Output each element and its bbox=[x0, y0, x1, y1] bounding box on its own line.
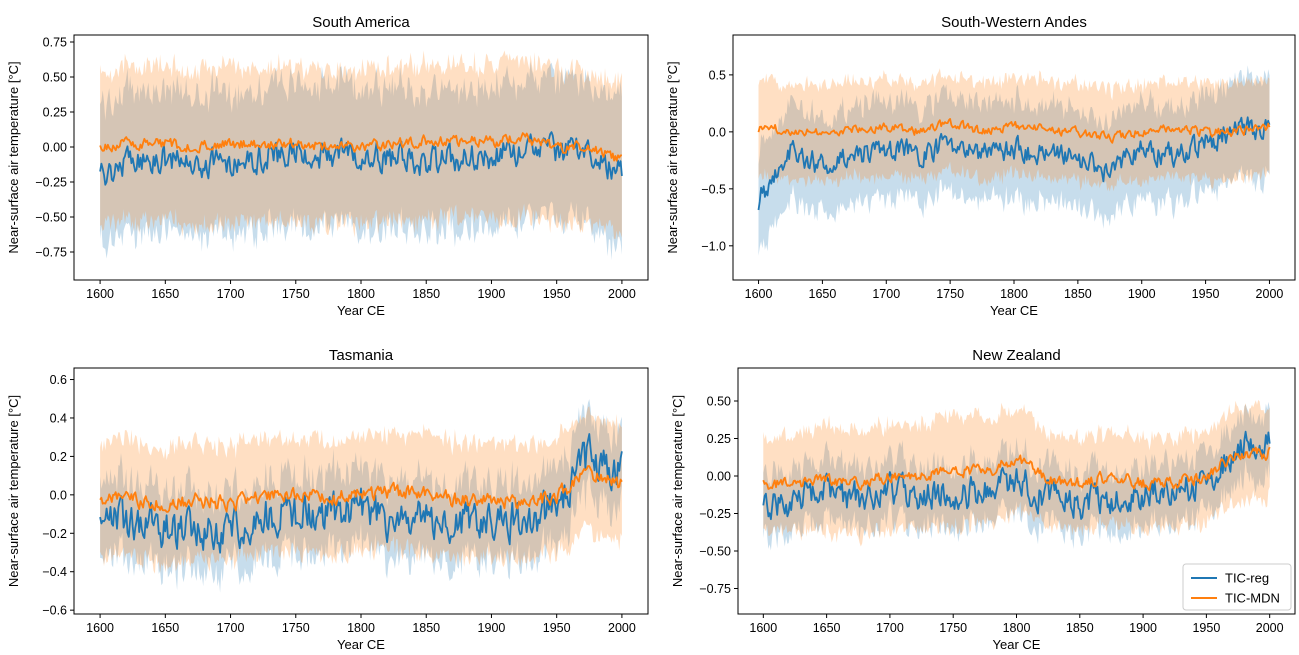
y-tick-label: −0.4 bbox=[42, 565, 67, 579]
y-tick-label: −0.25 bbox=[699, 507, 731, 521]
y-tick-label: 0.25 bbox=[43, 106, 67, 120]
x-tick-label: 1700 bbox=[876, 621, 904, 635]
x-tick-label: 1700 bbox=[217, 621, 245, 635]
x-tick-label: 1850 bbox=[412, 287, 440, 301]
y-tick-label: 0.2 bbox=[50, 450, 67, 464]
panel-2: 1600 1650 1700 1750 1800 1850 1900 1950 2000 −0.6… bbox=[6, 347, 649, 652]
y-axis-label: Near-surface air temperature [°C] bbox=[665, 61, 680, 253]
legend-label-tic-mdn: TIC-MDN bbox=[1225, 591, 1280, 606]
panel-1: 1600 1650 1700 1750 1800 1850 1900 1950 2000 −1.0… bbox=[665, 14, 1296, 318]
x-tick-label: 1600 bbox=[86, 287, 114, 301]
x-axis-label: Year CE bbox=[990, 303, 1038, 318]
panel-0: 1600 1650 1700 1750 1800 1850 1900 1950 2000 −0.7… bbox=[6, 14, 649, 318]
y-tick-label: 0.4 bbox=[50, 411, 67, 425]
x-tick-label: 1850 bbox=[1066, 621, 1094, 635]
x-tick-label: 1600 bbox=[749, 621, 777, 635]
x-tick-label: 1750 bbox=[282, 287, 310, 301]
y-tick-label: 0.25 bbox=[707, 432, 731, 446]
legend: TIC-reg TIC-MDN bbox=[1182, 563, 1292, 611]
plot-area bbox=[99, 399, 623, 593]
panel-title: South-Western Andes bbox=[941, 14, 1087, 31]
x-tick-label: 2000 bbox=[1256, 621, 1284, 635]
y-tick-label: −1.0 bbox=[701, 239, 726, 253]
y-tick-label: −0.6 bbox=[42, 604, 67, 618]
x-tick-label: 1800 bbox=[1003, 621, 1031, 635]
x-tick-label: 1900 bbox=[478, 621, 506, 635]
x-tick-label: 1950 bbox=[1192, 621, 1220, 635]
x-axis-label: Year CE bbox=[993, 637, 1041, 652]
x-tick-label: 1650 bbox=[809, 287, 837, 301]
x-tick-label: 1950 bbox=[1192, 287, 1220, 301]
x-tick-label: 2000 bbox=[1256, 287, 1284, 301]
x-tick-label: 1800 bbox=[347, 621, 375, 635]
y-tick-label: −0.75 bbox=[35, 246, 67, 260]
y-tick-label: 0.5 bbox=[709, 68, 726, 82]
y-tick-label: 0.00 bbox=[43, 141, 67, 155]
y-tick-label: −0.75 bbox=[699, 582, 731, 596]
series-line-tic-reg bbox=[99, 433, 623, 554]
x-tick-label: 1600 bbox=[86, 621, 114, 635]
series-line-tic-mdn bbox=[99, 132, 622, 162]
y-tick-label: 0.00 bbox=[707, 470, 731, 484]
y-tick-label: 0.6 bbox=[50, 373, 67, 387]
x-tick-label: 1950 bbox=[543, 621, 571, 635]
uncertainty-band-tic-mdn bbox=[758, 68, 1270, 192]
panel-title: Tasmania bbox=[329, 347, 394, 364]
x-tick-label: 1700 bbox=[217, 287, 245, 301]
x-tick-label: 1650 bbox=[813, 621, 841, 635]
y-tick-label: 0.50 bbox=[43, 71, 67, 85]
panel-title: South America bbox=[312, 14, 410, 31]
x-tick-label: 1900 bbox=[478, 287, 506, 301]
y-tick-label: 0.50 bbox=[707, 395, 731, 409]
x-tick-label: 1800 bbox=[1000, 287, 1028, 301]
series-line-tic-reg bbox=[99, 131, 623, 186]
y-axis-label: Near-surface air temperature [°C] bbox=[670, 395, 685, 587]
series-line-tic-mdn bbox=[757, 118, 1271, 144]
x-axis-label: Year CE bbox=[337, 637, 385, 652]
x-tick-label: 1850 bbox=[1064, 287, 1092, 301]
x-tick-label: 1900 bbox=[1129, 621, 1157, 635]
panel-title: New Zealand bbox=[972, 347, 1060, 364]
x-tick-label: 1600 bbox=[745, 287, 773, 301]
x-tick-label: 1950 bbox=[543, 287, 571, 301]
x-tick-label: 1750 bbox=[936, 287, 964, 301]
y-tick-label: −0.50 bbox=[699, 545, 731, 559]
y-tick-label: 0.75 bbox=[43, 36, 67, 50]
plot-area bbox=[762, 399, 1271, 551]
x-tick-label: 2000 bbox=[608, 287, 636, 301]
uncertainty-band-tic-reg bbox=[758, 65, 1270, 256]
plot-area bbox=[99, 50, 623, 261]
series-line-tic-mdn bbox=[99, 465, 623, 513]
x-tick-label: 1650 bbox=[151, 287, 179, 301]
y-tick-label: −0.25 bbox=[35, 176, 67, 190]
plot-area bbox=[757, 65, 1271, 256]
x-axis-label: Year CE bbox=[337, 303, 385, 318]
y-axis-label: Near-surface air temperature [°C] bbox=[6, 61, 21, 253]
series-line-tic-reg bbox=[762, 430, 1271, 521]
y-tick-label: −0.5 bbox=[701, 182, 726, 196]
uncertainty-band-tic-reg bbox=[100, 61, 622, 261]
panel-3: 1600 1650 1700 1750 1800 1850 1900 1950 2000 −0.7… bbox=[670, 347, 1296, 652]
x-tick-label: 1700 bbox=[872, 287, 900, 301]
x-tick-label: 1850 bbox=[412, 621, 440, 635]
y-tick-label: 0.0 bbox=[709, 125, 726, 139]
y-tick-label: 0.0 bbox=[50, 488, 67, 502]
x-tick-label: 1750 bbox=[282, 621, 310, 635]
y-tick-label: −0.2 bbox=[42, 527, 67, 541]
x-tick-label: 2000 bbox=[608, 621, 636, 635]
x-tick-label: 1900 bbox=[1128, 287, 1156, 301]
legend-label-tic-reg: TIC-reg bbox=[1225, 571, 1269, 586]
x-tick-label: 1750 bbox=[939, 621, 967, 635]
y-axis-label: Near-surface air temperature [°C] bbox=[6, 395, 21, 587]
x-tick-label: 1800 bbox=[347, 287, 375, 301]
x-tick-label: 1650 bbox=[151, 621, 179, 635]
series-line-tic-reg bbox=[757, 116, 1271, 211]
series-line-tic-mdn bbox=[762, 446, 1271, 492]
y-tick-label: −0.50 bbox=[35, 211, 67, 225]
